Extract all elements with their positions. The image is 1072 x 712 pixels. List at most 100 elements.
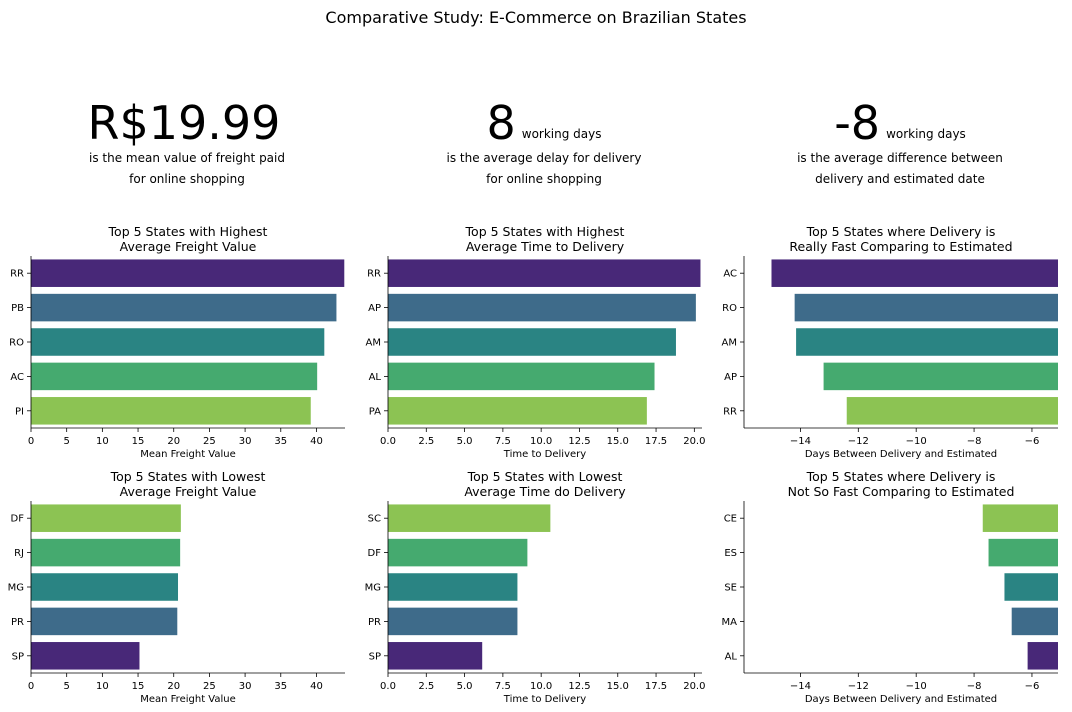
bar-df: [31, 504, 181, 532]
x-tick-label: −12: [848, 436, 869, 447]
kpi-caption-line2: delivery and estimated date: [815, 172, 985, 186]
y-tick-label: AC: [723, 269, 737, 280]
x-tick-label: 30: [239, 681, 252, 692]
kpi-caption-line1: is the mean value of freight paid: [88, 151, 285, 165]
kpi-unit: working days: [521, 127, 602, 141]
bar-al: [388, 362, 655, 391]
y-tick-label: MA: [722, 617, 738, 628]
chart-title: Really Fast Comparing to Estimated: [789, 239, 1012, 254]
x-tick-label: −6: [1025, 681, 1040, 692]
x-axis-label: Days Between Delivery and Estimated: [805, 449, 997, 460]
kpi-delivery-delay: 8 working days is the average delay for …: [379, 86, 709, 190]
x-tick-label: 25: [203, 681, 216, 692]
bar-rj: [31, 538, 181, 567]
bar-pb: [31, 293, 337, 322]
x-tick-label: 0.0: [380, 436, 396, 447]
y-tick-label: MG: [8, 583, 24, 594]
kpi-unit: working days: [886, 127, 966, 141]
x-tick-label: 15.0: [607, 436, 629, 447]
y-tick-label: SE: [724, 583, 737, 594]
x-tick-label: 10: [96, 436, 109, 447]
x-tick-label: 17.5: [645, 681, 667, 692]
y-tick-label: SP: [12, 651, 24, 662]
x-tick-label: −14: [790, 681, 811, 692]
kpi-caption-line1: is the average difference between: [797, 151, 1003, 165]
x-tick-label: 15: [132, 681, 145, 692]
y-tick-label: RO: [9, 338, 24, 349]
bar-ac: [771, 259, 1058, 287]
x-axis-label: Mean Freight Value: [140, 694, 236, 705]
bar-ce: [982, 504, 1058, 532]
bar-sc: [388, 504, 551, 532]
bar-se: [1004, 573, 1058, 601]
x-tick-label: 10.0: [530, 436, 552, 447]
kpi-caption-line2: for online shopping: [129, 172, 245, 186]
bar-pr: [31, 607, 178, 636]
x-tick-label: 20.0: [683, 436, 705, 447]
y-tick-label: RJ: [14, 548, 24, 559]
kpi-value: R$19.99: [87, 96, 281, 150]
bar-pr: [388, 607, 518, 636]
chart-title: Top 5 States where Delivery is: [806, 224, 996, 239]
chart-title: Top 5 States with Lowest: [110, 469, 266, 484]
x-tick-label: 2.5: [418, 436, 434, 447]
x-tick-label: 20: [167, 681, 180, 692]
x-tick-label: −8: [967, 436, 982, 447]
y-tick-label: DF: [368, 548, 382, 559]
x-tick-label: 35: [274, 681, 287, 692]
bar-mg: [31, 573, 179, 601]
y-tick-label: RR: [723, 406, 737, 417]
y-tick-label: ES: [724, 548, 737, 559]
y-tick-label: SC: [368, 514, 381, 525]
x-tick-label: 5: [63, 436, 69, 447]
kpi-mean-freight: R$19.99 is the mean value of freight pai…: [22, 86, 352, 190]
chart-title: Not So Fast Comparing to Estimated: [788, 484, 1015, 499]
bar-pi: [31, 397, 311, 425]
chart-title: Top 5 States with Highest: [465, 224, 625, 239]
bar-rr: [846, 397, 1058, 425]
bar-ro: [794, 293, 1058, 322]
x-axis-label: Days Between Delivery and Estimated: [805, 694, 997, 705]
kpi-value: -8: [834, 96, 881, 150]
x-tick-label: 40: [310, 436, 323, 447]
x-tick-label: −12: [848, 681, 869, 692]
bar-am: [388, 328, 676, 356]
bar-ma: [1011, 607, 1058, 636]
y-tick-label: PI: [15, 406, 24, 417]
x-tick-label: 15.0: [607, 681, 629, 692]
y-tick-label: AP: [724, 372, 737, 383]
chart-title: Top 5 States where Delivery is: [806, 469, 996, 484]
kpi-value: 8: [486, 96, 516, 150]
y-tick-label: AM: [366, 338, 381, 349]
y-tick-label: MG: [365, 583, 381, 594]
x-tick-label: 30: [239, 436, 252, 447]
y-tick-label: CE: [724, 514, 737, 525]
x-axis-label: Time to Delivery: [503, 449, 586, 460]
x-tick-label: 7.5: [495, 436, 511, 447]
bar-ap: [388, 293, 696, 322]
x-tick-label: 5.0: [457, 681, 473, 692]
kpi-caption-line1: is the average delay for delivery: [446, 151, 642, 165]
y-tick-label: PR: [11, 617, 24, 628]
chart-title: Average Freight Value: [120, 484, 257, 499]
x-axis-label: Time to Delivery: [503, 694, 586, 705]
y-tick-label: AL: [369, 372, 382, 383]
figure-title: Comparative Study: E-Commerce on Brazili…: [325, 8, 747, 27]
y-tick-label: RO: [722, 303, 737, 314]
bar-pa: [388, 397, 647, 425]
x-tick-label: −8: [967, 681, 982, 692]
chart-title: Top 5 States with Lowest: [467, 469, 623, 484]
x-tick-label: 10: [96, 681, 109, 692]
bar-rr: [31, 259, 345, 287]
x-tick-label: 15: [132, 436, 145, 447]
x-tick-label: −10: [906, 681, 927, 692]
x-tick-label: 17.5: [645, 436, 667, 447]
x-tick-label: 10.0: [530, 681, 552, 692]
x-tick-label: −6: [1025, 436, 1040, 447]
y-tick-label: PR: [368, 617, 381, 628]
y-tick-label: AC: [10, 372, 24, 383]
y-tick-label: AM: [722, 338, 737, 349]
bar-rr: [388, 259, 701, 287]
chart-title: Top 5 States with Highest: [108, 224, 268, 239]
